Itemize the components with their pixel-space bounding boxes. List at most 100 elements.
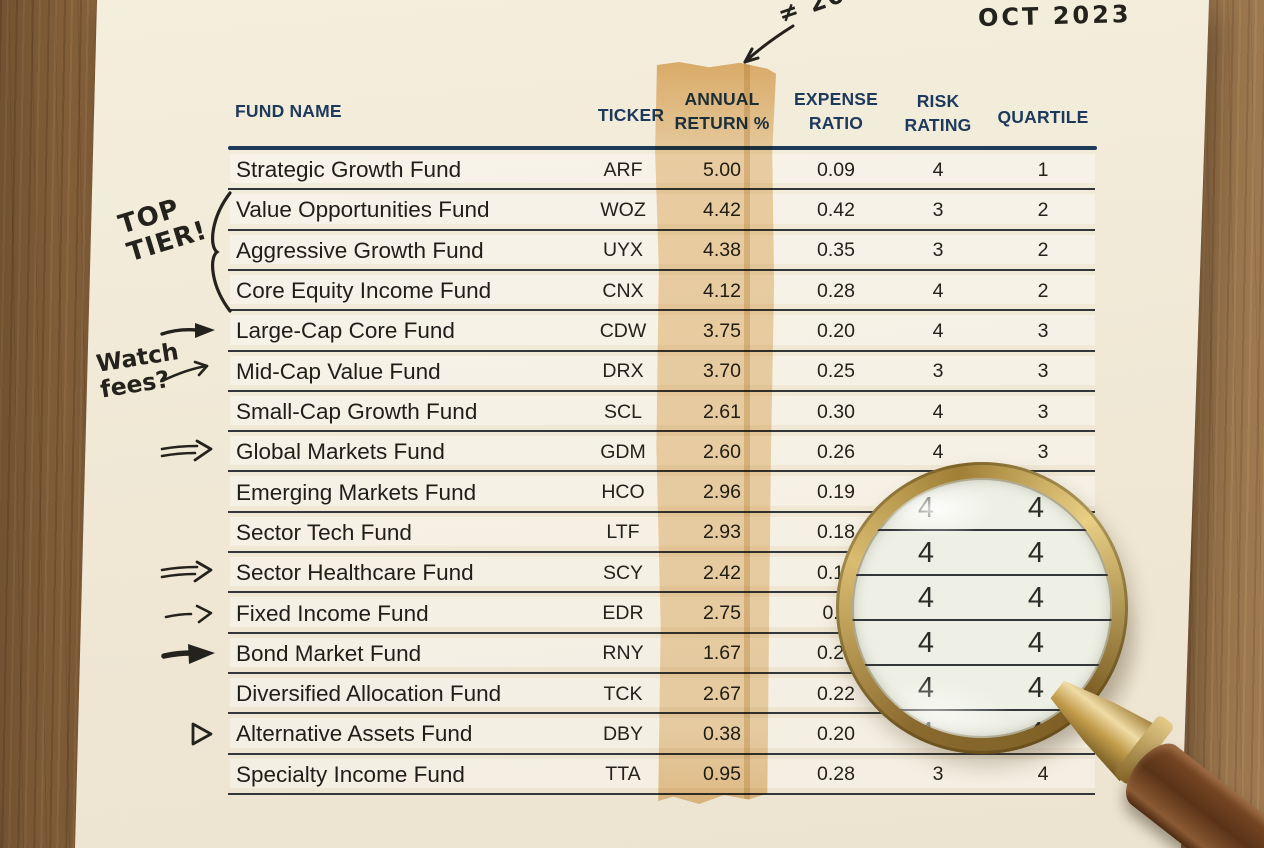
annual-return-cell: 0.95 [703,763,741,786]
annual-return-cell: 4.38 [703,239,741,262]
fund-name-cell: Diversified Allocation Fund [236,681,502,707]
risk-rating-cell: 3 [888,755,988,795]
expense-ratio-cell: 0.19 [817,481,855,504]
col-header-annual-return: ANNUAL RETURN % [674,89,770,133]
solid-arrow-icon [160,323,215,339]
col-header-fund-name: FUND NAME [235,101,342,121]
expense-ratio-cell: 0.25 [817,360,855,383]
ticker-cell: CNX [602,279,644,302]
row-annotation-marker-slot [150,392,222,432]
row-annotation-marker-slot [150,553,222,593]
fund-name-cell: Sector Healthcare Fund [236,560,474,586]
bold-solid-arrow-icon [161,643,215,664]
ticker-cell: HCO [601,481,645,504]
ticker-cell: RNY [602,642,644,665]
row-annotation-marker-slot [150,472,222,512]
row-annotation-marker-slot [150,634,222,674]
ticker-cell: WOZ [600,198,646,221]
expense-ratio-cell: 0.20 [817,319,855,342]
expense-ratio-cell: 0.28 [817,279,855,302]
quartile-cell: 3 [1037,400,1049,423]
annual-return-cell: 0.38 [703,722,741,745]
ticker-cell: DBY [602,722,644,745]
expense-ratio-cell: 0.28 [817,763,855,786]
table-row: Value Opportunities Fund WOZ 4.42 0.42 3… [228,190,1097,231]
row-annotation-marker-slot [150,593,222,633]
annual-return-cell: 4.12 [703,279,741,302]
table-row: Small-Cap Growth Fund SCL 2.61 0.30 4 3 [228,392,1097,433]
annual-return-cell: 2.96 [703,481,741,504]
annual-return-cell: 2.42 [703,561,741,584]
top-tier-brace [210,191,232,313]
ticker-cell: DRX [602,360,644,383]
annual-return-cell: 2.61 [703,400,741,423]
col-header-risk-rating: RISK RATING [904,91,972,135]
ticker-cell: EDR [602,602,644,625]
expense-ratio-cell: 0.26 [817,440,855,463]
fund-name-cell: Aggressive Growth Fund [236,237,484,263]
magnifier-lens: 44 44 44 44 44 44 [852,478,1112,738]
ticker-cell: SCY [602,561,644,584]
fund-name-cell: Global Markets Fund [236,439,445,465]
fund-name-cell: Small-Cap Growth Fund [236,399,478,424]
table-row: Mid-Cap Value Fund DRX 3.70 0.25 3 3 [160,352,1097,392]
risk-rating-cell: 3 [932,198,944,221]
row-annotation-marker-slot [150,714,222,754]
annual-return-cell: 1.67 [703,642,741,665]
risk-rating-cell: 4 [932,400,944,423]
expense-ratio-cell: 0.20 [817,722,855,745]
expense-ratio-cell: 0.30 [817,400,855,423]
col-header-expense-ratio: EXPENSE RATIO [793,89,879,133]
annual-return-cell: 2.67 [703,682,741,705]
fund-name-cell: Value Opportunities Fund [236,197,490,223]
expense-ratio-cell: 0.22 [817,682,855,705]
annual-return-cell: 3.75 [703,319,741,342]
quartile-cell: 3 [1037,319,1049,342]
ticker-cell: CDW [599,319,647,342]
dashed-arrow-icon [164,604,213,623]
risk-rating-cell: 4 [932,279,944,302]
row-annotation-marker-slot [150,150,222,190]
fund-name-cell: Core Equity Income Fund [236,278,492,304]
quartile-cell: 1 [1037,158,1049,181]
fund-name-cell: Fixed Income Fund [236,600,429,626]
risk-rating-cell: 3 [932,239,944,262]
annual-return-cell: 2.60 [703,440,741,463]
fund-name-cell: Emerging Markets Fund [236,479,477,505]
annual-return-cell: 2.75 [703,602,741,625]
table-row: Aggressive Growth Fund UYX 4.38 0.35 3 2 [228,231,1097,271]
row-annotation-marker-slot [150,674,222,714]
annual-return-cell: 2.93 [703,521,741,544]
table-row: Core Equity Income Fund CNX 4.12 0.28 4 … [228,271,1097,312]
ticker-cell: TCK [603,682,643,705]
quartile-cell: 2 [1037,279,1049,302]
col-header-quartile: QUARTILE [997,107,1089,127]
thin-arrow-icon [160,360,209,382]
expense-ratio-cell: 0.09 [817,158,855,181]
risk-rating-cell: 4 [932,440,944,463]
expense-ratio-cell: 0.18 [817,521,855,544]
table-row: Strategic Growth Fund ARF 5.00 0.09 4 1 [228,150,1097,191]
annual-return-cell: 4.42 [703,198,741,221]
row-annotation-marker-slot [150,432,222,472]
fund-name-cell: Specialty Income Fund [236,761,465,787]
row-underline [228,792,1095,795]
open-triangle-icon [191,723,213,746]
quartile-cell: 2 [1037,198,1049,221]
quartile-cell: 4 [993,755,1093,795]
annual-return-cell: 5.00 [703,158,741,181]
fund-name-cell: Mid-Cap Value Fund [236,358,441,384]
row-annotation-marker-slot [150,513,222,553]
ticker-cell: GDM [600,440,646,463]
ticker-cell: TTA [605,763,641,786]
expense-ratio-cell: 0.35 [817,239,855,262]
col-header-ticker: TICKER [597,105,665,125]
table-row: Specialty Income Fund TTA 0.95 0.28 3 4 [228,755,1097,795]
risk-rating-cell: 4 [932,158,944,181]
ticker-cell: UYX [602,239,644,262]
row-annotation-marker-slot [150,352,222,392]
fund-name-cell: Strategic Growth Fund [236,157,462,183]
quartile-cell: 3 [1037,360,1049,383]
fund-name-cell: Sector Tech Fund [236,519,412,545]
